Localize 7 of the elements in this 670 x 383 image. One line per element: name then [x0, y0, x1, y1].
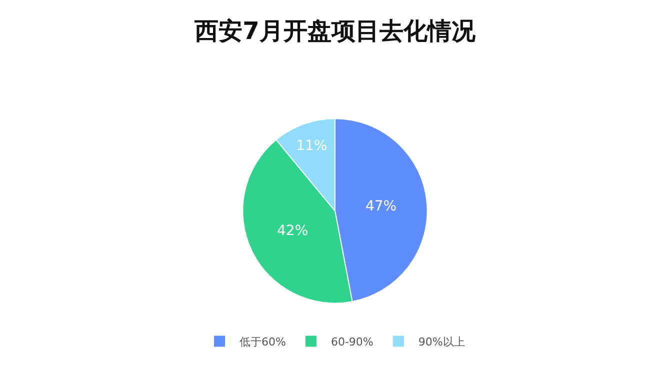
- data-label: 42%: [277, 222, 308, 239]
- legend-label: 低于60%: [240, 336, 286, 349]
- data-label: 11%: [296, 138, 328, 154]
- legend-label: 90%以上: [418, 336, 465, 349]
- legend-label: 60-90%: [330, 336, 374, 349]
- chart-title: 西安7月开盘项目去化情况: [194, 17, 476, 46]
- data-label: 47%: [365, 198, 397, 215]
